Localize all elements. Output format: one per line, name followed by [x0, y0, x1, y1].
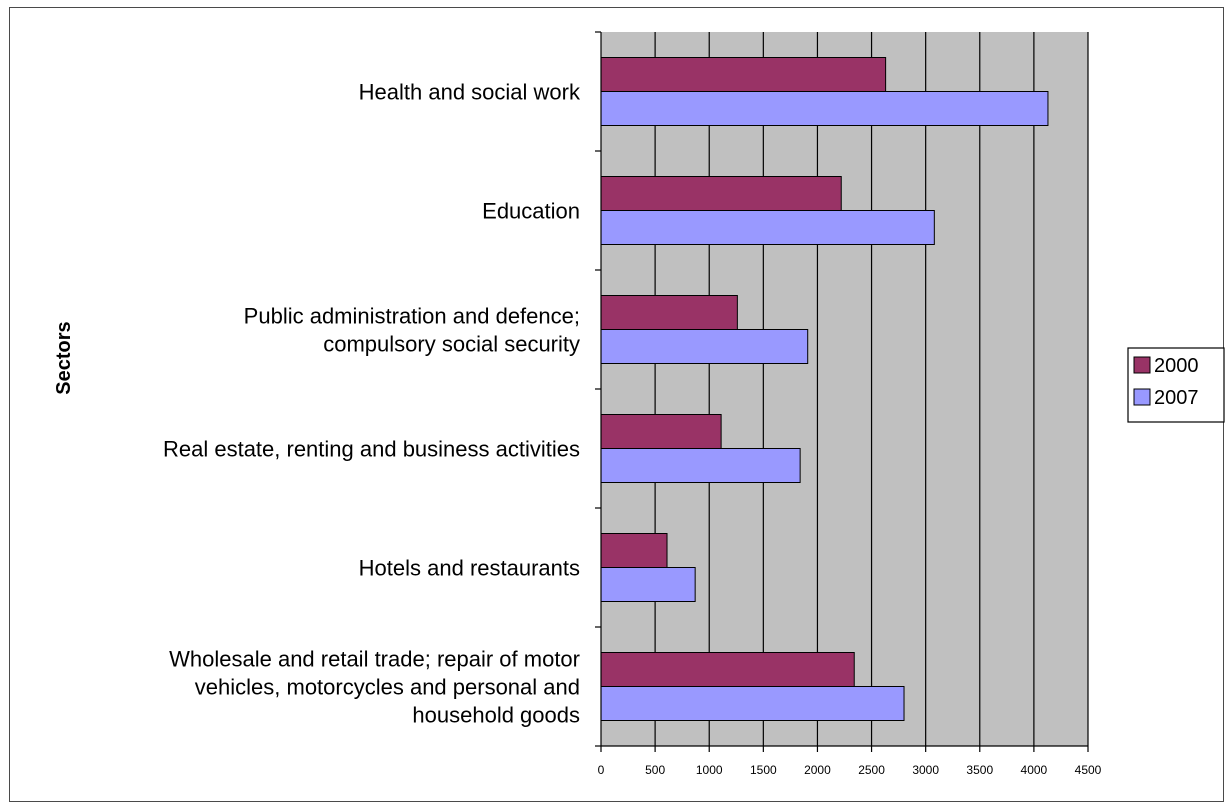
x-tick-label-500: 500 — [645, 763, 665, 777]
x-tick-label-1500: 1500 — [750, 763, 777, 777]
plot-area — [601, 32, 1088, 746]
category-label-2-1: compulsory social security — [323, 332, 580, 357]
bar-2007-3 — [600, 448, 801, 483]
category-label-2-0: Public administration and defence; — [244, 304, 580, 329]
legend-swatch-2007 — [1133, 388, 1151, 406]
legend-swatch-2000 — [1133, 356, 1151, 374]
bar-2007-4 — [600, 567, 696, 602]
x-tick-label-3000: 3000 — [912, 763, 939, 777]
x-tick-label-4500: 4500 — [1075, 763, 1102, 777]
bar-2000-5 — [600, 652, 855, 687]
category-label-5-0: Wholesale and retail trade; repair of mo… — [169, 647, 580, 672]
category-label-4-0: Hotels and restaurants — [359, 556, 580, 581]
x-tick-label-3500: 3500 — [966, 763, 993, 777]
category-label-5-2: household goods — [412, 703, 580, 728]
bar-2007-5 — [600, 686, 905, 721]
bar-2000-1 — [600, 176, 842, 211]
x-tick-label-2000: 2000 — [804, 763, 831, 777]
x-tick-label-2500: 2500 — [858, 763, 885, 777]
x-tick-label-1000: 1000 — [696, 763, 723, 777]
category-label-0-0: Health and social work — [359, 80, 581, 105]
bar-2007-1 — [600, 210, 935, 245]
category-label-1-0: Education — [482, 199, 580, 224]
bar-2000-2 — [600, 295, 738, 330]
bar-2007-0 — [600, 91, 1049, 126]
bar-2007-2 — [600, 329, 809, 364]
legend-label-2007: 2007 — [1154, 387, 1199, 409]
x-tick-label-0: 0 — [598, 763, 605, 777]
y-axis-title: Sectors — [53, 321, 75, 394]
category-label-5-1: vehicles, motorcycles and personal and — [195, 675, 580, 700]
x-tick-label-4000: 4000 — [1021, 763, 1048, 777]
category-label-3-0: Real estate, renting and business activi… — [163, 437, 580, 462]
legend-label-2000: 2000 — [1154, 355, 1199, 377]
bar-2000-3 — [600, 414, 722, 449]
bar-2000-4 — [600, 533, 668, 568]
bar-2000-0 — [600, 57, 887, 92]
